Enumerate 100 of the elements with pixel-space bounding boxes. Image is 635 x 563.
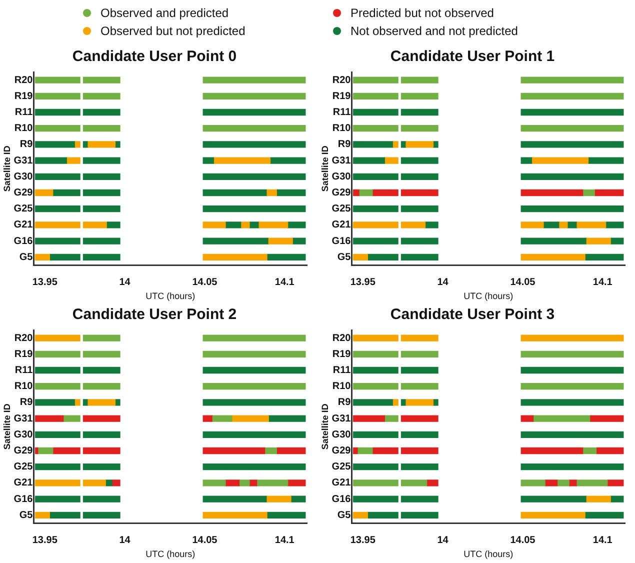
bar <box>352 92 398 100</box>
bar <box>82 512 120 518</box>
bar <box>34 512 50 518</box>
bar <box>400 447 438 454</box>
bar <box>202 383 306 390</box>
bar <box>82 189 120 196</box>
bar <box>82 431 120 438</box>
y-tick-label: G29 <box>14 446 34 456</box>
y-tick-label: R10 <box>332 381 352 392</box>
x-axis-title: UTC (hours) <box>146 549 196 560</box>
bar <box>214 157 271 164</box>
bar <box>352 496 398 502</box>
bar <box>584 512 624 518</box>
y-tick-label: R9 <box>20 397 34 408</box>
bar <box>34 383 80 390</box>
bar <box>202 108 306 116</box>
bar <box>520 447 584 454</box>
bar <box>543 222 560 228</box>
x-tick-label: 14.05 <box>192 534 218 546</box>
bar <box>400 431 438 438</box>
bar <box>88 141 116 148</box>
bar <box>202 431 306 438</box>
bar <box>596 447 624 454</box>
bar <box>82 173 120 180</box>
bar <box>49 254 80 260</box>
bar <box>34 222 80 228</box>
bar <box>400 464 438 470</box>
x-tick-label: 14.1 <box>592 276 613 288</box>
bar <box>352 415 386 422</box>
bar <box>202 125 306 132</box>
legend-label: Observed and predicted <box>100 6 229 20</box>
y-tick-label: R19 <box>14 90 34 102</box>
bar <box>584 254 624 260</box>
bar <box>400 512 438 518</box>
x-tick-label: 14.05 <box>192 276 218 288</box>
bar <box>34 125 80 132</box>
y-tick-label: G16 <box>332 494 352 505</box>
y-tick-label: R11 <box>332 107 352 118</box>
y-tick-label: G25 <box>332 204 352 215</box>
bar <box>544 480 558 486</box>
bar <box>82 480 106 486</box>
bar <box>400 206 438 212</box>
bar <box>287 222 306 228</box>
x-axis-title: UTC (hours) <box>464 291 514 302</box>
y-tick-label: G16 <box>332 236 352 247</box>
bar <box>400 415 438 422</box>
bar <box>258 222 288 228</box>
bar <box>406 399 434 406</box>
x-tick-label: 14 <box>437 534 449 546</box>
bar <box>520 480 546 486</box>
bar <box>367 254 398 260</box>
bar <box>352 431 398 438</box>
bar <box>202 447 266 454</box>
bar <box>392 141 398 148</box>
bar <box>232 415 269 422</box>
bar <box>202 399 306 406</box>
bar <box>400 366 438 374</box>
bar <box>202 480 226 486</box>
bar <box>520 108 624 116</box>
bar <box>34 415 64 422</box>
bar <box>520 464 624 470</box>
bar <box>352 366 398 374</box>
y-tick-label: R9 <box>20 139 34 150</box>
bar <box>82 222 108 228</box>
bar <box>202 173 306 180</box>
bar <box>257 480 288 486</box>
bar <box>520 334 624 342</box>
bar <box>34 206 80 212</box>
y-tick-label: G5 <box>19 252 34 263</box>
bar <box>426 480 438 486</box>
y-tick-label: R9 <box>338 397 352 408</box>
bar <box>352 157 386 164</box>
y-tick-label: R11 <box>14 365 34 376</box>
bar <box>352 189 360 196</box>
bar <box>34 157 68 164</box>
bar <box>400 222 426 228</box>
y-tick-label: G29 <box>14 188 34 198</box>
bar <box>34 254 50 260</box>
y-tick-label: R10 <box>14 123 34 134</box>
bar <box>202 334 306 342</box>
bar <box>520 76 624 84</box>
bar <box>82 496 120 502</box>
bar <box>82 334 120 342</box>
bar <box>352 350 398 358</box>
bar <box>559 222 568 228</box>
x-tick-label: 13.95 <box>350 534 376 546</box>
bar <box>520 512 586 518</box>
bar <box>384 415 398 422</box>
x-axis-title: UTC (hours) <box>146 291 196 302</box>
bar <box>400 480 428 486</box>
bar <box>34 141 76 148</box>
bar <box>82 238 120 244</box>
bar <box>588 157 624 164</box>
bar <box>352 399 394 406</box>
bar <box>34 399 76 406</box>
chart-title: Candidate User Point 3 <box>390 306 555 324</box>
bar <box>576 480 608 486</box>
bar <box>82 447 120 454</box>
bar <box>202 238 269 244</box>
bar <box>400 496 438 502</box>
